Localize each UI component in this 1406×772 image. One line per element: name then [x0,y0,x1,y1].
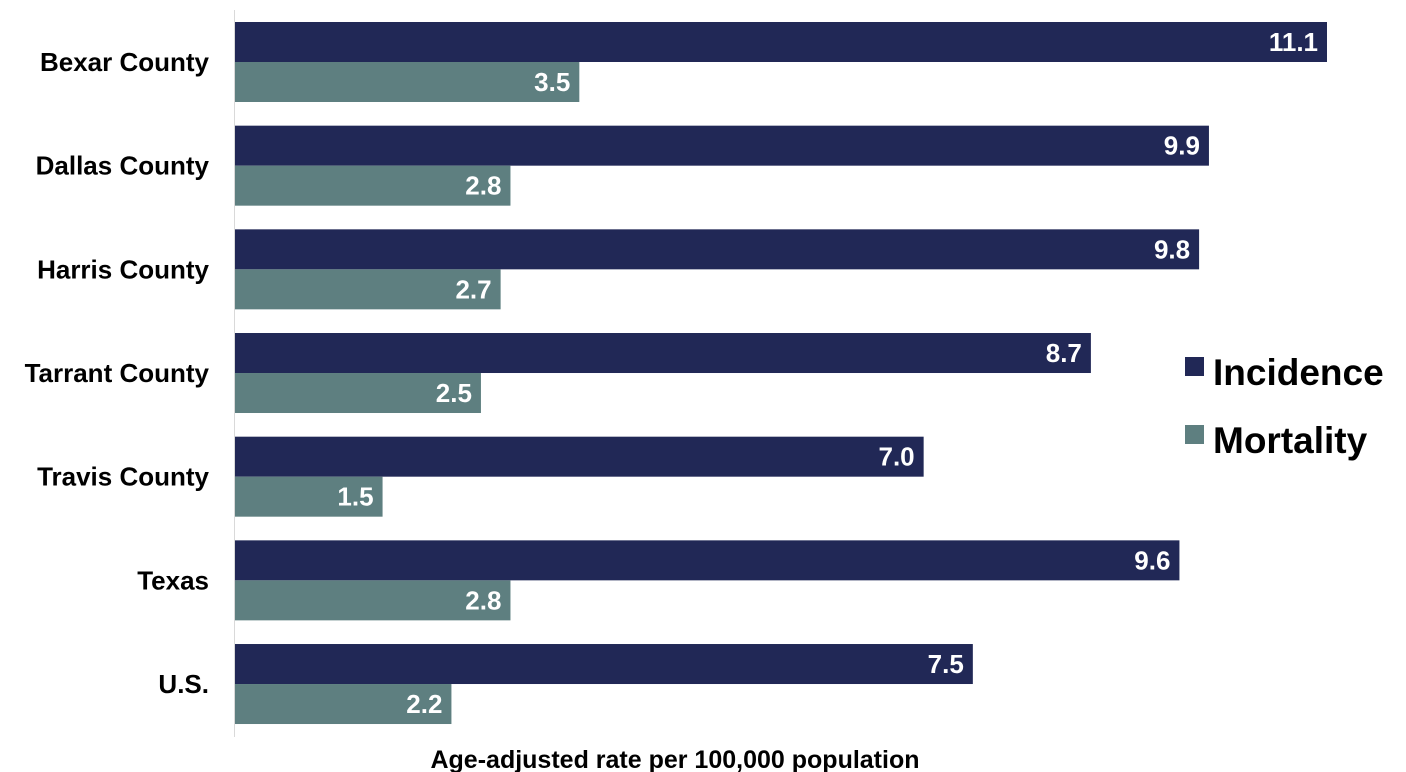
data-label-incidence: 9.9 [1164,131,1200,161]
category-label: Tarrant County [25,358,210,388]
bar-incidence [235,22,1327,62]
data-label-mortality: 2.2 [406,689,442,719]
category-label: Harris County [37,254,209,284]
category-label: U.S. [158,669,209,699]
bar-mortality [235,165,511,206]
data-label-incidence: 11.1 [1269,27,1318,57]
data-label-incidence: 8.7 [1046,338,1082,368]
bar-incidence [235,436,924,477]
data-label-mortality: 2.5 [436,378,472,408]
bar-mortality [235,269,501,310]
bar-mortality [235,62,580,102]
category-labels: Bexar County Dallas County Harris County Ta… [25,47,210,699]
data-label-incidence: 9.8 [1154,234,1190,264]
bar-mortality [235,684,452,725]
data-label-mortality: 2.7 [455,274,491,304]
data-label-incidence: 7.0 [878,442,914,472]
bar-mortality [235,580,511,621]
data-label-mortality: 3.5 [534,67,570,97]
data-label-incidence: 7.5 [928,649,964,679]
category-label: Travis County [37,462,209,492]
bar-incidence [235,644,973,685]
data-label-mortality: 1.5 [337,482,373,512]
data-label-mortality: 2.8 [465,585,501,615]
legend-label-incidence: Incidence [1213,352,1384,393]
category-label: Bexar County [40,47,210,77]
data-label-mortality: 2.8 [465,171,501,201]
legend-swatch-incidence [1185,357,1204,376]
data-label-incidence: 9.6 [1134,545,1170,575]
bar-mortality [235,476,383,517]
legend-label-mortality: Mortality [1213,420,1368,461]
legend: Incidence Mortality [1185,352,1384,461]
bars-layer [235,22,1327,725]
bar-incidence [235,229,1200,270]
bar-mortality [235,373,481,414]
bar-incidence [235,125,1209,166]
bar-incidence [235,540,1180,581]
legend-swatch-mortality [1185,425,1204,444]
value-labels: 11.1 3.5 9.9 2.8 9.8 2.7 8.7 2.5 7.0 1.5 9.6 2.8 7.5… [337,27,1318,719]
category-label: Dallas County [36,151,210,181]
bar-incidence [235,333,1091,374]
category-label: Texas [137,565,209,595]
x-axis-title: Age-adjusted rate per 100,000 population [430,746,919,772]
